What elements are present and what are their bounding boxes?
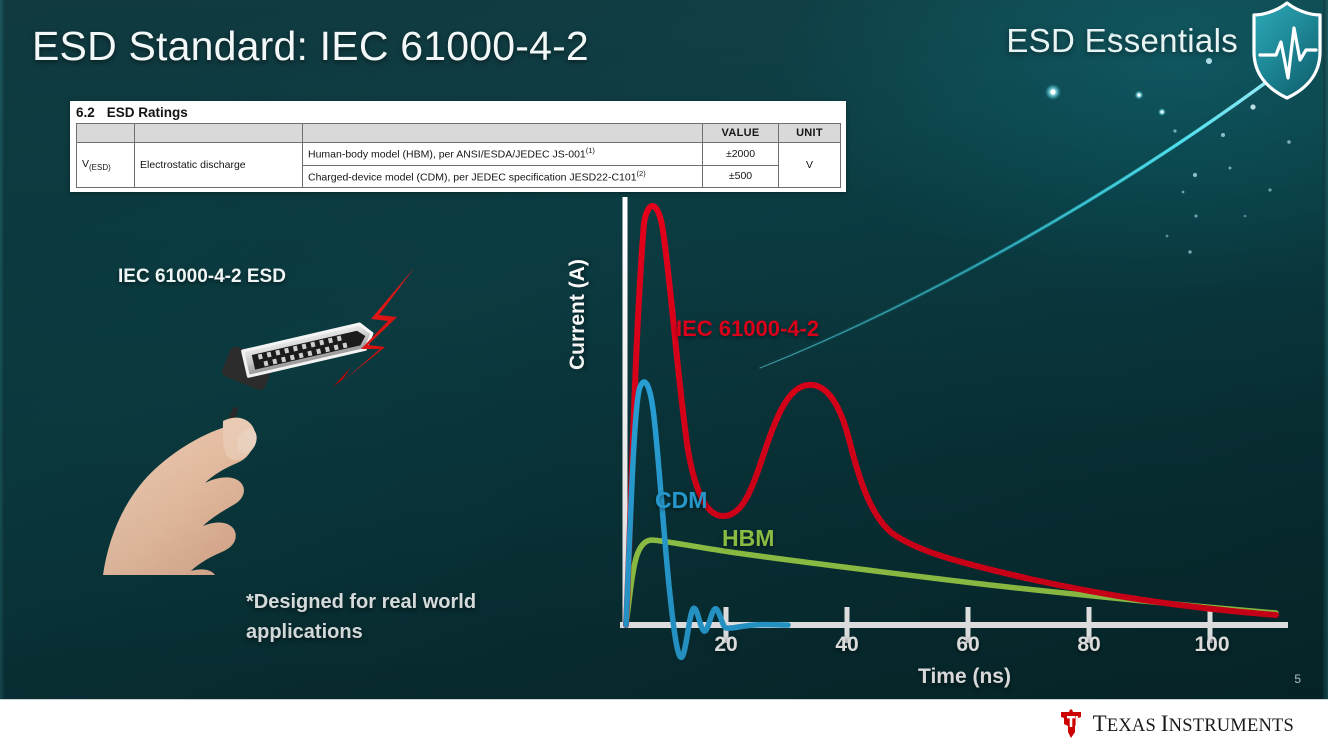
- hand-icon: [103, 417, 257, 575]
- header-value: VALUE: [702, 123, 779, 143]
- cell-description-cdm: Charged-device model (CDM), per JEDEC sp…: [302, 164, 703, 189]
- x-tick-40: 40: [835, 633, 859, 656]
- symbol-subscript: (ESD): [89, 163, 111, 173]
- esd-ratings-table: 6.2 ESD Ratings VALUE UNIT V(ESD) Electr: [70, 101, 846, 193]
- illustration-footnote: *Designed for real world applications: [246, 591, 477, 643]
- slide-title: ESD Standard: IEC 61000-4-2: [32, 23, 589, 69]
- slide-right-edge: [1323, 0, 1328, 699]
- hbm-desc: Human-body model (HBM), per ANSI/ESDA/JE…: [308, 148, 586, 161]
- ti-word-exas: EXAS: [1106, 716, 1161, 736]
- cdm-footnote: (2): [636, 168, 646, 178]
- cell-value-cdm: ±500: [702, 164, 779, 189]
- hand-connector-illustration: [103, 267, 415, 575]
- header-parameter: [134, 123, 303, 143]
- texas-instruments-logo: TEXAS INSTRUMENTS: [1057, 708, 1294, 740]
- thumbnail: [237, 428, 257, 454]
- esd-waveform-chart: [620, 197, 1288, 660]
- x-tick-100: 100: [1194, 633, 1230, 656]
- table-row: V(ESD) Electrostatic discharge Human-bod…: [76, 141, 841, 189]
- table-header-row: VALUE UNIT: [76, 123, 841, 143]
- x-tick-80: 80: [1077, 633, 1101, 656]
- table-section-heading: 6.2 ESD Ratings: [70, 101, 846, 123]
- chart-label-hbm: HBM: [722, 525, 775, 551]
- hbm-footnote: (1): [585, 146, 595, 155]
- slide-left-edge: [0, 0, 5, 699]
- hdmi-connector-icon: [222, 322, 374, 390]
- ti-word-t: T: [1092, 711, 1107, 736]
- header-description: [302, 123, 703, 143]
- chart-label-iec: IEC 61000-4-2: [676, 316, 820, 341]
- chart-series-iec: [623, 203, 1279, 628]
- table-row: Charged-device model (CDM), per JEDEC sp…: [77, 164, 841, 189]
- header-unit: UNIT: [778, 123, 841, 143]
- illustration-caption: IEC 61000-4-2 ESD: [118, 266, 286, 287]
- ti-word-i: I: [1160, 711, 1169, 736]
- brand-label: ESD Essentials: [1006, 22, 1238, 59]
- chart-series-hbm: [623, 537, 1279, 628]
- spark-tip-icon: [333, 367, 351, 387]
- table-section-title: ESD Ratings: [106, 105, 188, 120]
- slide-body: ESD Standard: IEC 61000-4-2 ESD Essentia…: [0, 0, 1328, 699]
- x-tick-60: 60: [956, 633, 980, 656]
- cdm-desc: Charged-device model (CDM), per JEDEC sp…: [308, 171, 637, 184]
- chart-x-axis-label: Time (ns): [918, 665, 1011, 688]
- ti-texas-mark-icon: [1060, 709, 1081, 738]
- slide-footer: TEXAS INSTRUMENTS: [0, 699, 1328, 746]
- cell-description-hbm: Human-body model (HBM), per ANSI/ESDA/JE…: [302, 142, 703, 166]
- cell-value-hbm: ±2000: [702, 142, 779, 166]
- chart-series-cdm: [623, 379, 791, 660]
- table-section-number: 6.2: [76, 105, 95, 120]
- chart-label-cdm: CDM: [655, 487, 708, 513]
- header-symbol: [76, 123, 135, 143]
- cell-parameter: Electrostatic discharge: [134, 141, 303, 189]
- symbol-text: V: [82, 158, 90, 171]
- cell-symbol: V(ESD): [76, 141, 135, 189]
- cell-unit: V: [778, 141, 841, 189]
- x-tick-20: 20: [714, 633, 738, 656]
- ratings-grid: VALUE UNIT V(ESD) Electrostatic discharg…: [76, 123, 841, 189]
- slide-page-number: 5: [1294, 672, 1301, 686]
- ti-wordmark: TEXAS INSTRUMENTS: [1093, 711, 1294, 737]
- shield-heartbeat-icon: [1252, 1, 1322, 100]
- ti-word-nstruments: NSTRUMENTS: [1168, 716, 1294, 736]
- chart-y-axis-label: Current (A): [566, 259, 589, 370]
